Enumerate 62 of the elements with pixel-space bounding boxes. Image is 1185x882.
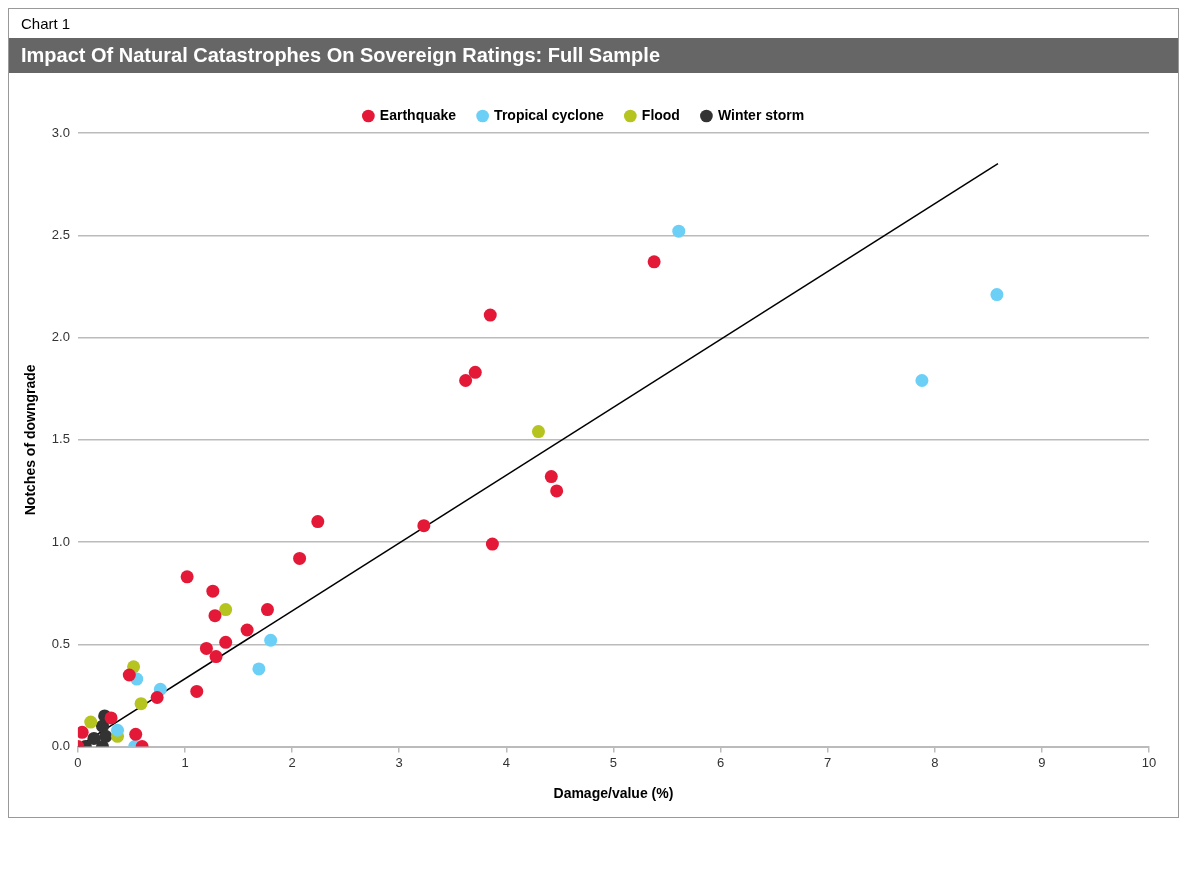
point: [647, 255, 661, 269]
y-tick-label: 3.0: [51, 124, 70, 140]
y-tick-label: 0.0: [51, 738, 70, 754]
legend-label: Earthquake: [379, 106, 457, 123]
x-tick-label: 3: [395, 754, 403, 770]
point: [219, 603, 233, 617]
x-tick-label: 2: [288, 754, 296, 770]
y-tick-label: 1.0: [51, 533, 70, 549]
x-axis-title: Damage/value (%): [553, 785, 674, 802]
x-tick-label: 7: [824, 754, 832, 770]
point: [544, 470, 558, 484]
point: [104, 711, 118, 725]
legend-label: Winter storm: [717, 106, 805, 123]
point: [672, 224, 686, 238]
point: [209, 650, 223, 664]
y-tick-label: 2.0: [51, 329, 70, 345]
y-tick-label: 2.5: [51, 226, 70, 242]
caption: Chart 1: [20, 14, 72, 34]
point: [77, 725, 89, 739]
point: [264, 633, 278, 647]
point: [252, 662, 266, 676]
point: [84, 715, 98, 729]
point: [459, 373, 473, 387]
point: [122, 668, 136, 682]
x-tick-label: 10: [1141, 754, 1157, 770]
chart-title: Impact Of Natural Catastrophes On Sovereign Ratings: Full Sample: [9, 38, 1178, 73]
legend-label: Tropical cyclone: [494, 106, 605, 123]
point: [550, 484, 564, 498]
x-tick-label: 9: [1038, 754, 1046, 770]
point: [311, 515, 325, 529]
point: [293, 551, 307, 565]
point: [199, 641, 213, 655]
x-tick-label: 8: [931, 754, 939, 770]
point: [240, 623, 254, 637]
point: [180, 570, 194, 584]
point: [190, 684, 204, 698]
point: [468, 365, 482, 379]
point: [87, 731, 101, 745]
point: [531, 425, 545, 439]
point: [208, 609, 222, 623]
x-tick-label: 0: [74, 754, 82, 770]
x-tick-label: 4: [502, 754, 510, 770]
point: [485, 537, 499, 551]
x-tick-label: 5: [609, 754, 618, 770]
point: [129, 727, 143, 741]
point: [417, 519, 431, 533]
y-tick-label: 0.5: [51, 635, 70, 651]
legend-label: Flood: [641, 106, 680, 123]
x-tick-label: 1: [181, 754, 189, 770]
point: [134, 697, 148, 711]
point: [206, 584, 220, 598]
point: [260, 603, 274, 617]
point: [219, 635, 233, 649]
y-tick-label: 1.5: [51, 431, 70, 447]
point: [915, 373, 929, 387]
point: [990, 288, 1004, 302]
point: [99, 729, 113, 743]
point: [150, 691, 164, 705]
point: [111, 723, 124, 737]
x-tick-label: 6: [716, 754, 725, 770]
point: [483, 308, 497, 322]
y-axis-title: Notches of downgrade: [22, 364, 39, 516]
